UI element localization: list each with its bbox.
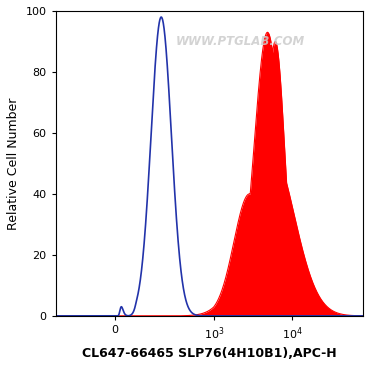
X-axis label: CL647-66465 SLP76(4H10B1),APC-H: CL647-66465 SLP76(4H10B1),APC-H bbox=[82, 347, 337, 360]
Y-axis label: Relative Cell Number: Relative Cell Number bbox=[7, 97, 20, 230]
Text: WWW.PTGLAB.COM: WWW.PTGLAB.COM bbox=[175, 35, 305, 48]
